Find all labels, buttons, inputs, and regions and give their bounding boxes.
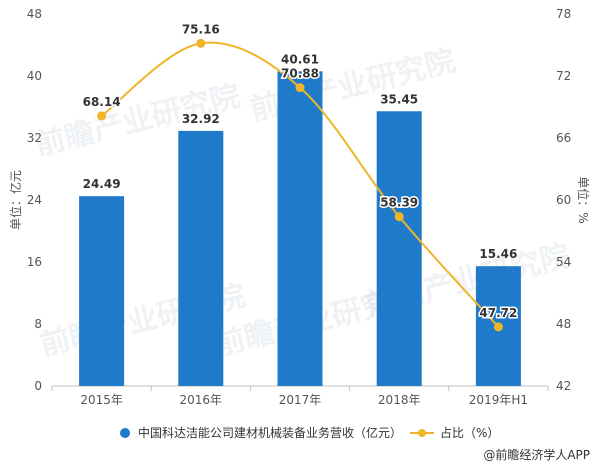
x-tick-label: 2018年 (378, 393, 421, 407)
line-value-label: 68.14 (83, 95, 121, 109)
y2-tick-label: 72 (556, 69, 571, 83)
y2-tick-label: 60 (556, 193, 571, 207)
line-value-label: 47.72 (479, 306, 517, 320)
y2-tick-label: 42 (556, 379, 571, 393)
y2-tick-label: 48 (556, 317, 571, 331)
bar-value-label: 35.45 (380, 92, 418, 106)
axes: 0 8 16 24 32 40 48 42 48 54 60 66 72 78 2015年 2016年 2017… (27, 7, 572, 407)
x-tick-label: 2015年 (80, 393, 123, 407)
y-tick-label: 32 (27, 131, 42, 145)
x-tick-label: 2017年 (279, 393, 322, 407)
bar-value-label: 24.49 (83, 177, 121, 191)
x-tick-label: 2016年 (180, 393, 223, 407)
bar-value-label: 40.61 (281, 52, 319, 66)
line-point (493, 322, 503, 332)
line-value-label: 58.39 (380, 196, 418, 210)
legend-line-label: 占比（%） (440, 425, 499, 440)
line-point (295, 83, 305, 93)
source-credit: @前瞻经济学人APP (483, 447, 590, 462)
legend: 中国科达洁能公司建材机械装备业务营收（亿元） 占比（%） (120, 425, 499, 440)
y-tick-label: 0 (34, 379, 42, 393)
y-axis-title: 单位：亿元 (8, 170, 23, 230)
bar (376, 111, 422, 386)
legend-bar-marker (120, 428, 130, 438)
y2-tick-label: 66 (556, 131, 571, 145)
legend-bar-label: 中国科达洁能公司建材机械装备业务营收（亿元） (138, 425, 402, 440)
bar (79, 196, 125, 386)
y-tick-label: 40 (27, 69, 42, 83)
line-point (97, 111, 107, 121)
line-point (196, 38, 206, 48)
y-tick-label: 8 (34, 317, 42, 331)
bar (178, 130, 224, 386)
y-tick-label: 48 (27, 7, 42, 21)
line-path (101, 41, 500, 328)
bar-value-label: 32.92 (182, 112, 220, 126)
line-point (394, 212, 404, 222)
y2-axis-title: 单位：% (576, 176, 591, 223)
y2-tick-label: 54 (556, 255, 571, 269)
line-series (97, 38, 503, 332)
data-labels: 24.49 32.92 40.61 35.45 15.46 68.14 75.16 70.88… (81, 21, 519, 322)
y2-tick-label: 78 (556, 7, 571, 21)
x-tick-label: 2019年H1 (469, 393, 528, 407)
y-tick-label: 24 (27, 193, 42, 207)
bar-value-label: 15.46 (479, 247, 517, 261)
legend-line-dot (418, 429, 426, 437)
bar-series (79, 71, 521, 387)
line-value-label: 75.16 (182, 22, 220, 36)
bar (277, 71, 323, 387)
y-tick-label: 16 (27, 255, 42, 269)
line-value-label: 70.88 (281, 67, 319, 81)
